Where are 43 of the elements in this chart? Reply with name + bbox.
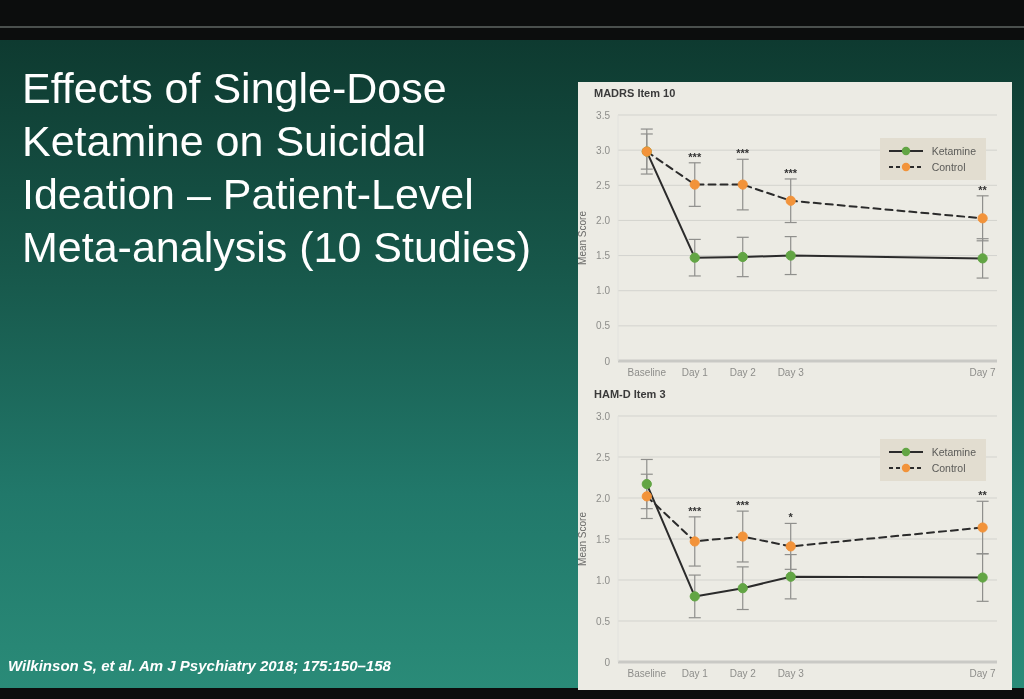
x-tick-label: Day 2: [729, 367, 757, 379]
x-tick-label: Day 2: [729, 668, 757, 680]
text: Wilkinson S, et al. Am J Psychiatry 2018; 175:150–158: [8, 657, 391, 674]
y-tick-label: 2.0: [596, 214, 611, 226]
legend-label: Ketamine: [931, 445, 976, 460]
y-tick-label: 3.5: [596, 109, 611, 121]
x-tick-label: Day 3: [777, 668, 805, 680]
y-tick-label: 3.0: [596, 410, 611, 422]
legend-label: Ketamine: [931, 144, 976, 159]
y-tick-label: 0: [604, 355, 611, 367]
x-tick-label: Day 3: [777, 367, 805, 379]
y-tick-label: 1.0: [596, 574, 611, 586]
y-tick-label: 1.5: [596, 533, 611, 545]
annotation: ***: [784, 166, 798, 179]
y-tick-label: 2.0: [596, 492, 611, 504]
y-tick-label: 0.5: [596, 615, 611, 627]
annotation: **: [978, 183, 988, 196]
x-tick-label: Day 1: [681, 668, 709, 680]
y-axis-title: Mean Score: [576, 511, 588, 566]
y-tick-label: 2.5: [596, 179, 611, 191]
annotation: *: [788, 511, 794, 524]
y-tick-label: 2.5: [596, 451, 611, 463]
legend-label: Control: [931, 160, 966, 175]
y-axis-title: Mean Score: [576, 210, 588, 265]
text: Effects of Single-Dose Ketamine on Suicidal Ideation – Patient-Level Meta-analysis (10 Studies): [22, 63, 533, 273]
y-tick-label: 0: [604, 656, 611, 668]
x-tick-label: Day 7: [969, 668, 997, 680]
annotation: ***: [688, 504, 702, 517]
annotation: ***: [736, 147, 750, 160]
x-tick-label: Day 7: [969, 367, 997, 379]
x-tick-label: Baseline: [627, 367, 667, 379]
y-tick-label: 3.0: [596, 144, 611, 156]
chart-title: HAM-D Item 3: [594, 387, 666, 401]
annotation: **: [978, 489, 988, 502]
x-tick-label: Baseline: [627, 668, 667, 680]
x-tick-label: Day 1: [681, 367, 709, 379]
y-tick-label: 1.0: [596, 285, 611, 297]
annotation: ***: [736, 499, 750, 512]
legend-label: Control: [931, 461, 966, 476]
y-tick-label: 1.5: [596, 250, 611, 262]
annotation: ***: [688, 150, 702, 163]
chart-title: MADRS Item 10: [594, 86, 676, 100]
y-tick-label: 0.5: [596, 320, 611, 332]
